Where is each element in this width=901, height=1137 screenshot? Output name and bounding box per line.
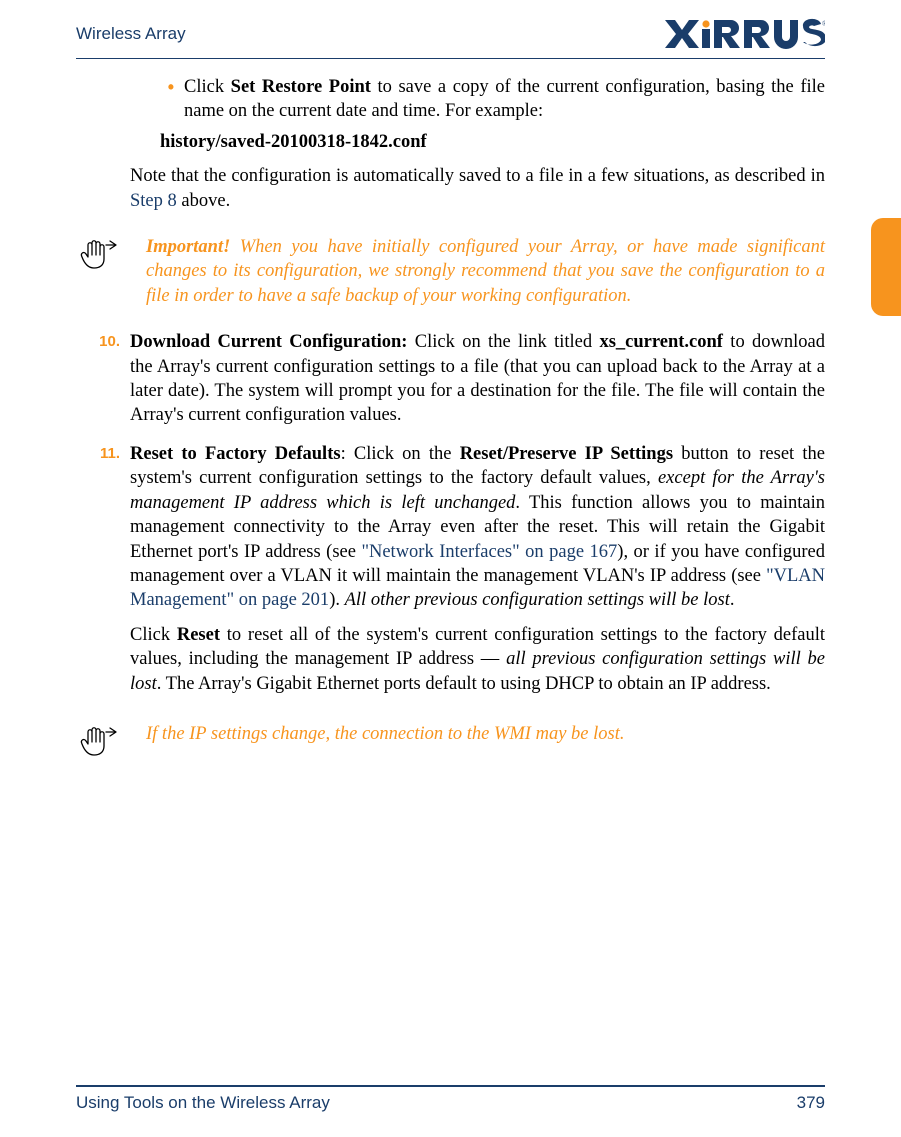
text-italic: All other previous configuration setting… (345, 590, 730, 610)
note-important: Important! When you have initially confi… (76, 235, 825, 308)
label-xs-current-conf: xs_current.conf (599, 332, 722, 352)
note-hand-icon (76, 235, 146, 308)
text: ). (329, 590, 344, 610)
page-footer: Using Tools on the Wireless Array 379 (76, 1085, 825, 1113)
example-filename: history/saved-20100318-1842.conf (160, 130, 825, 154)
footer-section-title: Using Tools on the Wireless Array (76, 1093, 330, 1113)
text: . (730, 590, 735, 610)
list-item-10: 10. Download Current Configuration: Clic… (76, 330, 825, 428)
footer-page-number: 379 (797, 1093, 825, 1113)
page-body: • Click Set Restore Point to save a copy… (76, 75, 825, 765)
link-step-8[interactable]: Step 8 (130, 191, 177, 211)
list-item-11: 11. Reset to Factory Defaults: Click on … (76, 442, 825, 613)
list-item-body: Download Current Configuration: Click on… (130, 330, 825, 428)
text: . The Array's Gigabit Ethernet ports def… (157, 674, 771, 694)
edge-tab-icon (871, 218, 901, 316)
text: Click on the link titled (407, 332, 599, 352)
note-hand-icon (76, 722, 146, 765)
text: Click (130, 625, 177, 645)
text: above. (177, 191, 230, 211)
note-auto-save: Note that the configuration is automatic… (130, 164, 825, 213)
note-ip-change-text: If the IP settings change, the connectio… (146, 722, 825, 765)
text: Note that the configuration is automatic… (130, 166, 825, 186)
list-number: 11. (76, 442, 130, 613)
text: When you have initially configured your … (146, 237, 825, 306)
bullet-item-set-restore-point: • Click Set Restore Point to save a copy… (130, 75, 825, 124)
list-number: 10. (76, 330, 130, 428)
list-item-body: Reset to Factory Defaults: Click on the … (130, 442, 825, 613)
bullet-icon: • (130, 75, 184, 124)
bullet-text: Click Set Restore Point to save a copy o… (184, 75, 825, 124)
note-important-text: Important! When you have initially confi… (146, 235, 825, 308)
page: Wireless Array ® (0, 0, 901, 1137)
link-network-interfaces[interactable]: "Network Interfaces" on page 167 (361, 542, 617, 562)
text: : Click on the (341, 444, 460, 464)
registered-mark: ® (822, 20, 825, 28)
label-reset-to-factory-defaults: Reset to Factory Defaults (130, 444, 341, 464)
text: Click (184, 77, 231, 97)
label-important: Important! (146, 237, 230, 257)
note-ip-change: If the IP settings change, the connectio… (76, 722, 825, 765)
label-reset-preserve-ip-settings: Reset/Preserve IP Settings (460, 444, 673, 464)
label-reset: Reset (177, 625, 220, 645)
page-header: Wireless Array ® (76, 18, 825, 59)
brand-logo: ® (665, 18, 825, 55)
header-title: Wireless Array (76, 24, 186, 44)
list-item-11-para2: Click Reset to reset all of the system's… (130, 623, 825, 696)
label-download-current-configuration: Download Current Configuration: (130, 332, 407, 352)
label-set-restore-point: Set Restore Point (231, 77, 371, 97)
